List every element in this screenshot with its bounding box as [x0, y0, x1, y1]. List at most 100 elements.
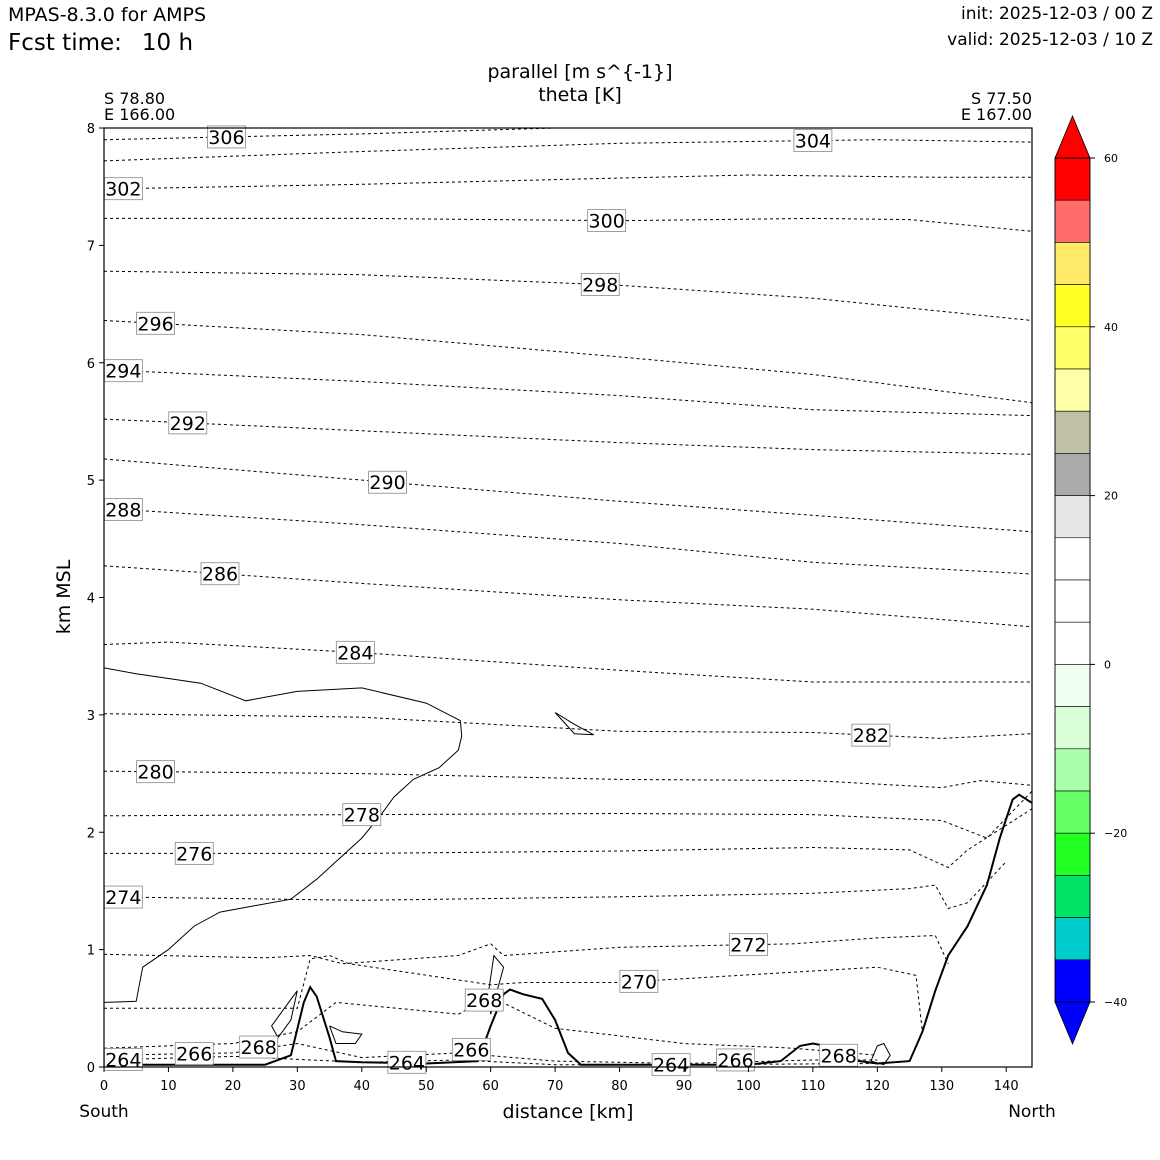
theta-contour-286	[104, 565, 1032, 628]
x-tick-label: 100	[736, 1079, 761, 1094]
south-label: South	[79, 1102, 128, 1122]
colorbar-level	[1054, 284, 1091, 328]
x-tick-label: 10	[160, 1079, 177, 1094]
contour-lines	[104, 128, 1032, 1066]
colorbar-level	[1054, 706, 1091, 750]
colorbar-frame	[1054, 157, 1091, 1003]
x-axis-label: distance [km]	[503, 1101, 634, 1123]
contour-label-box	[580, 273, 620, 296]
theta-contour-278	[104, 790, 1032, 839]
colorbar-tick-label: −20	[1104, 827, 1127, 840]
wind-zero-contour	[104, 667, 463, 1003]
colorbar-tick-label: 0	[1104, 658, 1111, 671]
contour-label-box	[342, 803, 382, 827]
contour-label-box	[136, 760, 175, 784]
contour-label: 286	[202, 564, 238, 586]
theta-contour-296	[104, 320, 1032, 404]
contour-labels: 306 304 302 300 298 296 294 292 290 288 286 284 282 2…	[103, 125, 891, 1077]
contour-label-box	[168, 411, 208, 435]
plot-area: 306 304 302 300 298 296 294 292 290 288 286 284 282 2…	[103, 125, 1032, 1077]
y-tick-label: 0	[87, 1061, 95, 1076]
chart-subtitle: theta [K]	[538, 84, 622, 106]
contour-label: 282	[853, 725, 889, 747]
contour-label: 266	[176, 1044, 212, 1066]
contour-label: 276	[176, 843, 212, 865]
theta-contour-284	[104, 641, 1032, 683]
contour-label: 304	[795, 131, 831, 153]
colorbar-under-arrow	[1054, 1001, 1091, 1046]
x-tick-label: 130	[929, 1079, 954, 1094]
contour-label: 264	[389, 1052, 425, 1074]
contour-label-box	[619, 969, 659, 993]
colorbar-level	[1054, 748, 1091, 792]
contour-label-box	[239, 1035, 279, 1059]
contour-label: 268	[241, 1037, 277, 1059]
x-tick-label: 0	[100, 1079, 108, 1094]
colorbar-level	[1054, 199, 1091, 243]
contour-label: 274	[105, 887, 141, 909]
x-tick-label: 90	[676, 1079, 693, 1094]
colorbar-level	[1054, 453, 1091, 496]
theta-contour-294	[104, 369, 1032, 417]
y-tick-label: 4	[87, 592, 95, 607]
init-time: init: 2025-12-03 / 00 Z	[960, 4, 1153, 24]
y-axis-label: km MSL	[53, 559, 75, 634]
x-tick-label: 70	[547, 1079, 564, 1094]
colorbar-level	[1054, 157, 1091, 201]
contour-label-box	[387, 1050, 427, 1074]
contour-label-box	[136, 311, 175, 335]
contour-label: 264	[105, 1049, 141, 1071]
x-tick-label: 20	[225, 1079, 242, 1094]
theta-contour-306	[104, 128, 556, 141]
theta-contour-282	[104, 713, 1032, 739]
contour-label-box	[587, 209, 627, 233]
north-label: North	[1008, 1102, 1056, 1122]
contour-label-box	[368, 470, 407, 494]
contour-label: 294	[105, 361, 141, 383]
wind-contour	[554, 712, 595, 736]
theta-contour-274	[104, 861, 1007, 910]
x-tick-label: 140	[994, 1079, 1019, 1094]
contour-label: 298	[582, 274, 618, 296]
theta-contour-270	[104, 954, 923, 1032]
theta-contour-302	[104, 174, 1032, 190]
theta-contour-280	[104, 770, 1032, 789]
theta-contour-290	[104, 458, 1032, 533]
contour-label: 280	[137, 762, 173, 784]
wind-contour	[329, 1025, 363, 1044]
colorbar-tick-label: −40	[1104, 996, 1127, 1009]
contour-label: 290	[369, 472, 405, 494]
contour-label-box	[819, 1043, 859, 1067]
right-lon: E 167.00	[961, 105, 1032, 124]
forecast-time-value: 10 h	[141, 30, 194, 56]
colorbar-level	[1054, 495, 1091, 539]
contour-label: 288	[105, 500, 141, 522]
contour-label: 292	[170, 413, 206, 435]
y-tick-label: 6	[87, 357, 95, 372]
colorbar-level	[1054, 579, 1091, 623]
contour-label-box	[335, 640, 375, 664]
contour-label: 270	[621, 971, 657, 993]
y-tick-label: 7	[87, 239, 95, 254]
theta-contour-276	[104, 808, 1032, 869]
colorbar-tick-label: 40	[1104, 321, 1118, 334]
x-tick-label: 60	[482, 1079, 499, 1094]
x-tick-label: 50	[418, 1079, 435, 1094]
contour-label: 264	[653, 1055, 689, 1077]
contour-label-box	[651, 1053, 691, 1077]
chart-title: parallel [m s^{-1}]	[487, 61, 672, 83]
theta-contour-272	[104, 934, 949, 965]
plot-frame	[103, 127, 1033, 1068]
theta-contour-300	[104, 217, 1032, 232]
theta-contour-292	[104, 418, 1032, 455]
y-tick-label: 8	[87, 122, 95, 137]
left-lat: S 78.80	[104, 89, 165, 108]
contour-label-box	[451, 1037, 491, 1061]
model-title: MPAS-8.3.0 for AMPS	[8, 4, 207, 26]
theta-contour-298	[104, 270, 1032, 321]
terrain-line	[104, 793, 1032, 1066]
x-tick-label: 30	[289, 1079, 306, 1094]
contour-label-box	[174, 841, 214, 865]
y-tick-label: 2	[87, 826, 95, 841]
contour-label-box	[716, 1048, 755, 1072]
